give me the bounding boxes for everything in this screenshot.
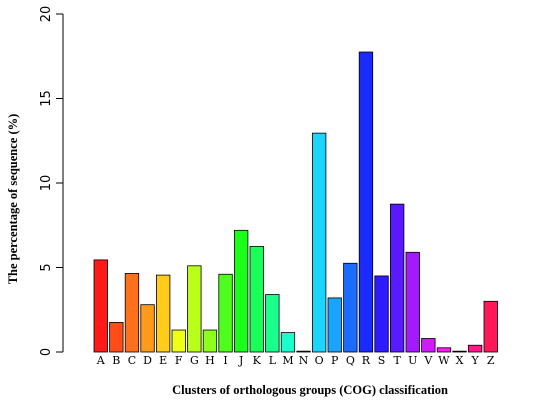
x-tick-label-G: G [190,354,199,367]
x-tick-label-J: J [238,354,243,367]
bar-Y [467,344,483,353]
x-tick-label-S: S [378,354,386,367]
bars-group [93,51,498,353]
x-axis-title: Clusters of orthologous groups (COG) cla… [172,383,448,397]
bar-N [296,350,311,353]
y-tick-label: 15 [39,90,54,107]
bar-K [249,245,264,353]
bar-S [374,275,389,353]
y-tick-label: 5 [39,263,54,271]
bar-C [124,273,140,353]
bar-M [280,332,296,353]
x-tick-label-U: U [408,354,417,367]
x-tick-label-A: A [96,354,106,367]
bar-Q [343,262,358,353]
x-tick-label-W: W [438,354,450,367]
x-tick-label-R: R [362,354,371,367]
bar-E [155,274,171,353]
bar-R [358,51,374,353]
y-tick-label: 10 [39,175,54,192]
x-tick-label-N: N [299,354,309,367]
x-tick-label-M: M [282,354,293,367]
bar-U [405,251,420,353]
bar-X [452,350,467,353]
bar-F [171,329,186,353]
bar-P [327,297,342,353]
bar-D [140,304,155,353]
x-tick-label-X: X [456,354,464,367]
x-tick-label-I: I [223,354,227,367]
x-tick-label-Z: Z [487,354,495,367]
bar-V [421,338,436,353]
x-tick-label-L: L [269,354,277,367]
x-tick-label-C: C [128,354,136,367]
x-tick-label-O: O [315,354,324,367]
x-tick-label-H: H [205,354,215,367]
y-tick-label: 20 [39,6,54,23]
y-axis: 0 5 10 15 20 [39,6,64,356]
bar-I [218,273,233,353]
bar-A [93,259,108,353]
x-tick-label-B: B [112,354,120,367]
y-axis-title: The percentage of sequence (%) [6,114,20,285]
bar-W [436,347,452,353]
bar-Z [483,300,498,353]
bar-O [311,132,327,353]
x-tick-label-Y: Y [471,354,480,367]
x-tick-label-T: T [393,354,401,367]
bar-G [187,265,202,353]
y-tick-label: 0 [39,348,54,356]
x-tick-label-F: F [175,354,183,367]
bar-B [109,322,124,353]
x-tick-label-K: K [253,354,262,367]
bar-J [233,229,249,353]
x-tick-label-E: E [159,354,167,367]
x-tick-label-V: V [423,354,433,367]
x-tick-label-D: D [143,354,152,367]
bar-T [389,203,405,353]
x-tick-label-Q: Q [346,354,355,367]
bar-L [265,294,280,353]
bar-H [202,329,218,353]
x-tick-label-P: P [331,354,339,367]
